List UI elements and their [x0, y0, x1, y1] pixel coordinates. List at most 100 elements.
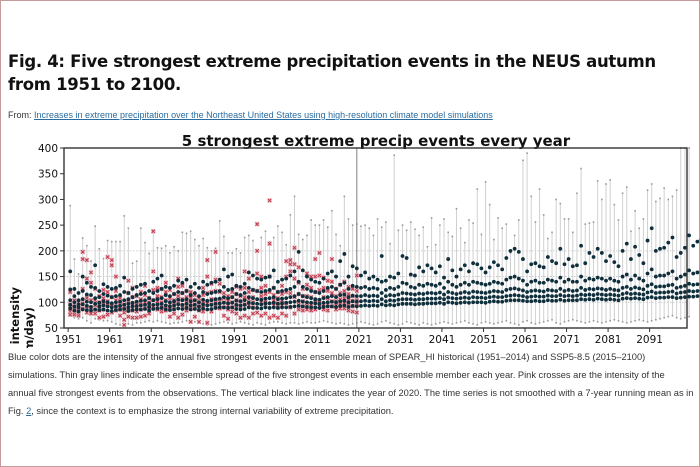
ensemble-dot [359, 299, 363, 304]
ensemble-dot [76, 309, 81, 314]
spread-min-cap [451, 323, 454, 325]
ensemble-dot [525, 290, 529, 294]
ensemble-dot [329, 269, 334, 274]
ensemble-dot [695, 289, 700, 293]
spread-max-cap [119, 240, 121, 243]
observation-cross [255, 248, 260, 253]
spread-max-cap [368, 227, 371, 230]
ensemble-dot [525, 295, 529, 300]
ensemble-dot [176, 290, 181, 294]
ensemble-dot [209, 280, 214, 285]
ensemble-dot [471, 279, 476, 284]
ensemble-dot [313, 297, 318, 302]
spread-max-cap [131, 262, 134, 264]
ensemble-dot [292, 304, 297, 309]
ensemble-dot [379, 297, 384, 302]
ensemble-dot [491, 299, 496, 304]
observation-cross [122, 322, 127, 327]
spread-max-cap [592, 221, 595, 223]
observation-cross [151, 229, 156, 234]
ensemble-dot [529, 289, 534, 293]
spread-max-cap [264, 230, 267, 233]
spread-max-cap [214, 247, 217, 250]
ensemble-dot [678, 284, 683, 289]
ensemble-dot [595, 296, 600, 301]
ensemble-dot [566, 257, 571, 261]
spread-min-cap [621, 321, 624, 323]
spread-min-cap [102, 320, 105, 322]
ensemble-dot [504, 288, 509, 292]
x-tick-label-1951: 1951 [55, 334, 82, 346]
ensemble-dot [176, 302, 181, 307]
ensemble-dot [620, 296, 625, 301]
ensemble-dot [334, 287, 338, 291]
ensemble-dot [288, 305, 293, 309]
ensemble-dot [201, 297, 206, 302]
ensemble-dot [180, 280, 185, 285]
ensemble-dot [89, 284, 93, 289]
spread-min-cap [181, 321, 184, 323]
ensemble-dot [558, 246, 563, 251]
ensemble-dot [126, 305, 131, 310]
ensemble-dot [383, 294, 388, 299]
ensemble-dot [309, 300, 314, 305]
ensemble-dot [275, 290, 280, 294]
ensemble-dot [259, 290, 264, 294]
ensemble-dot [317, 301, 322, 306]
spread-min-cap [463, 320, 466, 322]
ensemble-dot [413, 302, 417, 307]
fig-2-link[interactable]: 2 [26, 406, 32, 416]
spread-min-cap [422, 322, 425, 324]
ensemble-dot [525, 282, 529, 287]
observation-cross [163, 290, 168, 294]
observation-cross [259, 285, 264, 290]
ensemble-dot [554, 279, 559, 284]
spread-min-cap [563, 321, 566, 323]
ensemble-dot [300, 304, 305, 309]
x-tick-label-2071: 2071 [553, 334, 580, 346]
ensemble-dot [633, 296, 637, 301]
ensemble-dot [143, 281, 147, 286]
ensemble-dot [246, 270, 251, 275]
spread-max-cap [281, 231, 283, 234]
ensemble-dot [130, 295, 135, 300]
ensemble-dot [209, 298, 214, 303]
ensemble-dot [255, 289, 260, 293]
ensemble-dot [521, 288, 525, 293]
ensemble-dot [674, 291, 679, 296]
observation-cross [350, 286, 355, 291]
ensemble-dot [475, 290, 480, 294]
ensemble-dot [122, 307, 127, 311]
spread-max-cap [285, 243, 288, 246]
ensemble-dot [259, 302, 264, 307]
ensemble-dot [512, 298, 517, 303]
ensemble-dot [550, 288, 554, 293]
ensemble-dot [288, 295, 293, 300]
ensemble-dot [408, 284, 413, 289]
spread-min-cap [177, 322, 180, 324]
ensemble-dot [284, 288, 289, 292]
ensemble-dot [467, 300, 471, 305]
ensemble-dot [392, 303, 397, 308]
spread-max-cap [202, 237, 204, 240]
spread-min-cap [405, 321, 408, 323]
spread-max-cap [115, 240, 117, 243]
ensemble-dot [159, 306, 164, 310]
ensemble-dot [122, 290, 127, 294]
observation-cross [188, 296, 193, 301]
ensemble-dot [649, 226, 654, 231]
spread-min-cap [517, 324, 520, 326]
ensemble-dot [255, 301, 260, 306]
spread-min-cap [675, 316, 678, 319]
spread-max-cap [277, 225, 279, 227]
source-article-link[interactable]: Increases in extreme precipitation over … [34, 110, 493, 120]
ensemble-dot [184, 306, 189, 310]
ensemble-dot [687, 294, 691, 299]
ensemble-dot [346, 300, 351, 305]
y-tick-label-250: 250 [38, 220, 58, 232]
observation-cross [213, 249, 218, 254]
ensemble-dot [599, 276, 604, 281]
ensemble-dot [442, 285, 446, 290]
observation-cross [205, 320, 210, 325]
ensemble-dot [118, 283, 122, 288]
